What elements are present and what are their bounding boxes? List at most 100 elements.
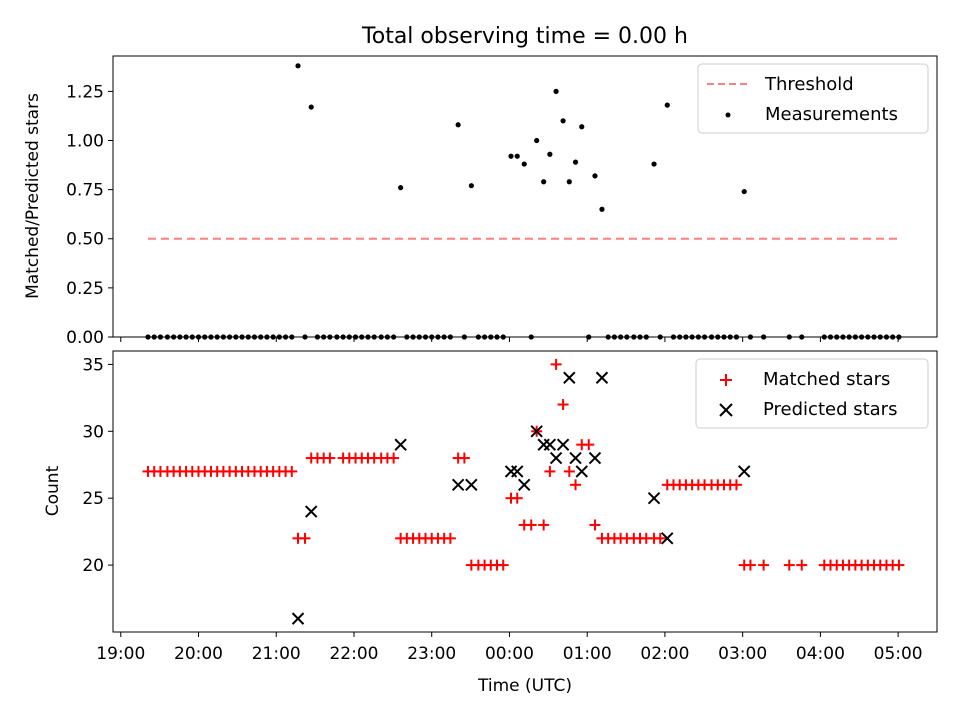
bottom-y-tick-label: 35 (82, 355, 104, 375)
matched-star-marker (458, 452, 470, 464)
measurement-point (455, 122, 461, 128)
matched-star-marker (538, 519, 550, 531)
predicted-star-marker (465, 478, 478, 492)
matched-star-marker (511, 492, 523, 504)
top-panel: 0.00 0.25 0.50 0.75 1.00 1.25 Matched/Predict… (23, 55, 938, 348)
top-axes-frame (112, 55, 938, 338)
predicted-star-marker (588, 451, 602, 465)
matched-star-marker (589, 519, 601, 531)
x-tick-label: 19:00 (96, 644, 145, 664)
predicted-star-marker (305, 505, 318, 518)
predicted-star-marker (575, 465, 588, 478)
x-axis-label: Time (UTC) (477, 676, 572, 696)
x-tick-label: 21:00 (252, 644, 301, 664)
predicted-star-marker (556, 438, 570, 451)
measurement-point (534, 137, 540, 144)
measurement-point (592, 173, 598, 179)
matched-star-marker (796, 559, 808, 571)
x-tick-label: 23:00 (407, 644, 456, 664)
measurement-point (295, 63, 301, 69)
chart-title: Total observing time = 0.00 h (361, 24, 688, 49)
matched-star-marker (557, 399, 569, 411)
matched-star-marker (299, 532, 311, 544)
legend-threshold-label: Threshold (764, 74, 854, 95)
matched-star-marker (744, 559, 756, 571)
matched-star-marker (654, 532, 666, 544)
top-y-axis-label: Matched/Predicted stars (23, 93, 43, 299)
measurement-point (508, 153, 514, 159)
legend-matched-swatch (720, 374, 732, 386)
top-y-tick-label: 1.00 (66, 131, 104, 151)
matched-star-marker (525, 519, 537, 531)
predicted-star-marker (647, 491, 661, 505)
legend-predicted-swatch (719, 403, 733, 417)
matched-star-marker (286, 465, 298, 477)
bottom-legend: Matched stars Predicted stars (695, 358, 929, 429)
x-tick-label: 20:00 (174, 644, 223, 664)
bottom-legend-box (695, 358, 929, 429)
predicted-star-marker (530, 425, 543, 438)
measurement-point (579, 124, 585, 130)
measurement-point (664, 102, 670, 108)
bottom-x-ticks: 19:00 20:00 21:00 22:00 23:00 00:00 01:00 02:00… (96, 632, 923, 664)
predicted-star-marker (394, 438, 407, 451)
measurement-point (541, 179, 547, 185)
top-y-tick-label: 0.25 (66, 279, 104, 299)
measurement-point (566, 179, 572, 185)
measurement-point (741, 188, 747, 195)
top-y-tick-label: 0.50 (66, 230, 104, 250)
legend-measurements-label: Measurements (765, 104, 898, 125)
top-y-ticks: 0.00 0.25 0.50 0.75 1.00 1.25 (66, 82, 113, 348)
predicted-star-marker (569, 451, 582, 465)
x-tick-label: 22:00 (329, 644, 378, 664)
measurement-point (553, 88, 559, 94)
top-legend: Threshold Measurements (697, 63, 929, 134)
matched-star-marker (324, 452, 336, 464)
measurement-point (572, 159, 579, 165)
bottom-axes-frame (112, 350, 938, 633)
x-tick-label: 04:00 (796, 644, 845, 664)
top-y-tick-label: 0.00 (66, 328, 104, 348)
bottom-y-tick-label: 30 (82, 422, 104, 442)
matched-star-marker (563, 465, 575, 477)
bottom-y-tick-label: 20 (82, 556, 104, 576)
predicted-star-marker (291, 612, 305, 625)
measurement-point (514, 153, 520, 159)
x-tick-label: 01:00 (563, 644, 612, 664)
predicted-star-marker (543, 438, 557, 451)
matched-star-marker (388, 452, 400, 464)
x-tick-label: 03:00 (718, 644, 767, 664)
predicted-star-marker (518, 478, 531, 492)
matched-star-marker (758, 559, 770, 571)
measurement-point (651, 161, 657, 167)
predicted-star-marker (451, 478, 465, 492)
matched-star-marker (497, 559, 509, 571)
predicted-star-marker (738, 465, 751, 478)
bottom-panel: 20 25 30 35 19:00 20:00 21:00 22:00 23:00 00:00 0… (43, 350, 938, 696)
matched-star-marker (550, 358, 562, 370)
legend-matched-label: Matched stars (763, 369, 890, 390)
top-legend-box (697, 63, 929, 134)
bottom-plot-area (142, 358, 905, 625)
top-y-tick-label: 0.75 (66, 181, 104, 201)
predicted-star-marker (549, 451, 563, 465)
matched-star-marker (444, 532, 456, 544)
measurement-point (560, 118, 566, 124)
predicted-star-marker (563, 371, 576, 384)
matched-star-marker (583, 439, 595, 451)
legend-measurements-swatch (725, 112, 731, 118)
x-tick-label: 05:00 (874, 644, 923, 664)
matched-star-marker (783, 559, 795, 571)
measurement-point (547, 151, 553, 157)
x-tick-label: 00:00 (485, 644, 534, 664)
top-y-tick-label: 1.25 (66, 82, 104, 102)
predicted-star-marker (511, 465, 524, 478)
bottom-y-axis-label: Count (43, 465, 63, 516)
bottom-y-tick-label: 25 (82, 489, 104, 509)
measurement-point (468, 183, 474, 189)
matched-star-marker (893, 559, 905, 571)
bottom-y-ticks: 20 25 30 35 (82, 355, 113, 576)
measurement-point (521, 161, 527, 167)
matched-star-marker (544, 465, 556, 477)
